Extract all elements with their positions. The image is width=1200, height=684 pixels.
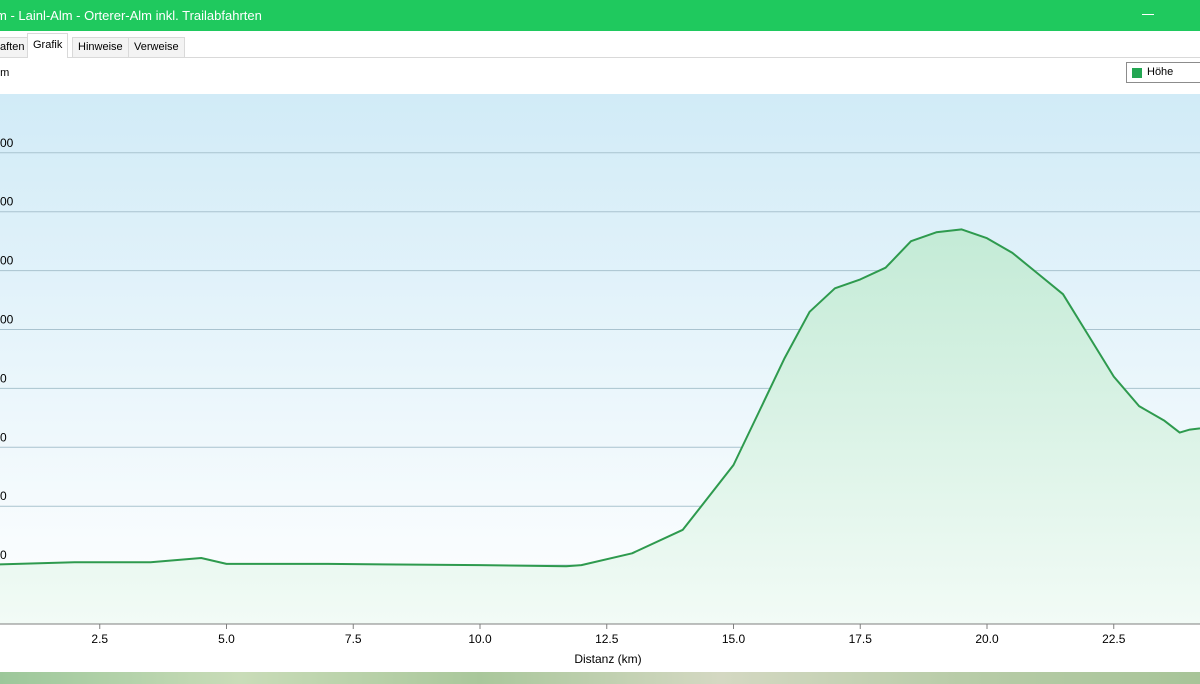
y-tick-label: 0: [0, 548, 7, 562]
x-tick-label: 10.0: [468, 632, 492, 646]
window-title: m - Lainl-Alm - Orterer-Alm inkl. Traila…: [0, 8, 262, 23]
x-ticks: 2.55.07.510.012.515.017.520.022.525.027.…: [91, 624, 1126, 646]
x-tick-label: 20.0: [975, 632, 999, 646]
x-tick-label: 22.5: [1102, 632, 1126, 646]
y-tick-label: 0: [0, 489, 7, 503]
elevation-line: [0, 228, 1200, 568]
x-axis-label: Distanz (km): [574, 652, 641, 666]
tab-verweise[interactable]: Verweise: [128, 37, 185, 57]
x-tick-label: 15.0: [722, 632, 746, 646]
tab-strip: aften Grafik Hinweise Verweise: [0, 31, 1200, 58]
y-tick-label: 0: [0, 430, 7, 444]
x-tick-label: 2.5: [91, 632, 108, 646]
minimize-icon[interactable]: [1142, 14, 1154, 15]
window-titlebar: m - Lainl-Alm - Orterer-Alm inkl. Traila…: [0, 0, 1200, 31]
tab-eigenschaften[interactable]: aften: [0, 37, 31, 57]
chart-legend: Höhe: [1126, 62, 1200, 83]
y-tick-label: 00: [0, 254, 14, 268]
legend-entry-hoehe: Höhe: [1147, 66, 1174, 78]
y-tick-label: 00: [0, 313, 14, 327]
legend-swatch: [1132, 68, 1142, 78]
x-tick-label: 17.5: [849, 632, 873, 646]
x-tick-label: 5.0: [218, 632, 235, 646]
x-tick-label: 12.5: [595, 632, 619, 646]
y-tick-label: 00: [0, 195, 14, 209]
y-unit-label: om: [0, 67, 10, 79]
y-tick-label: 00: [0, 136, 14, 150]
y-tick-label: 0: [0, 371, 7, 385]
elevation-area-fill: [0, 229, 1200, 624]
x-tick-label: 7.5: [345, 632, 362, 646]
map-preview-strip: [0, 672, 1200, 684]
tab-grafik[interactable]: Grafik: [27, 33, 69, 58]
